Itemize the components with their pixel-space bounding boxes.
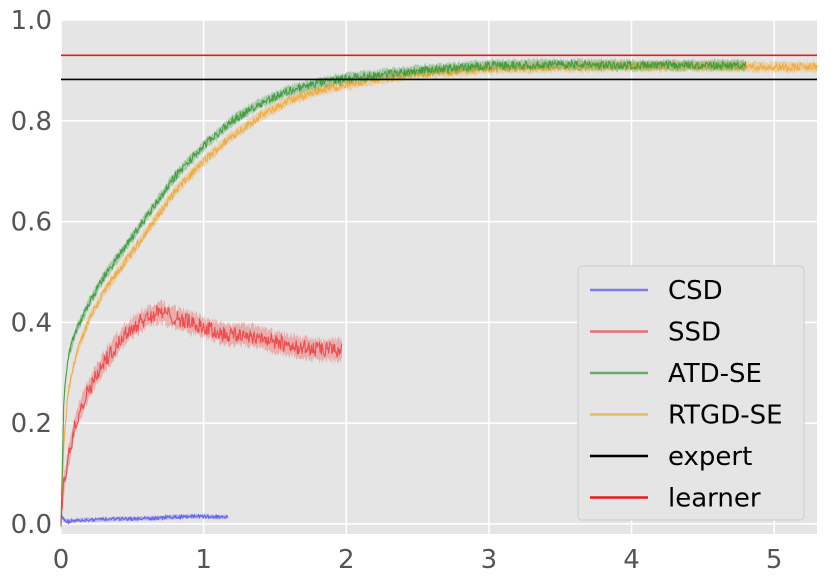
legend-label: ATD-SE	[668, 359, 762, 389]
legend-label: CSD	[668, 276, 723, 306]
x-tick-label: 0	[53, 545, 70, 575]
legend-label: expert	[668, 442, 752, 472]
series-ssd	[60, 298, 343, 531]
tick-labels: 0 1 2 3 4 5 0.0 0.2 0.4 0.6 0.8 1.0	[11, 6, 783, 575]
y-tick-label: 0.8	[11, 107, 52, 137]
x-tick-label: 3	[481, 545, 498, 575]
legend: CSD SSD ATD-SE RTGD-SE expert learner	[577, 265, 805, 521]
series-rtgd-se	[60, 59, 818, 530]
y-tick-label: 1.0	[11, 6, 52, 36]
y-tick-label: 0.4	[11, 308, 52, 338]
y-tick-label: 0.2	[11, 409, 52, 439]
x-tick-label: 4	[623, 545, 640, 575]
series-csd	[60, 511, 229, 525]
series-line	[60, 60, 818, 523]
series-atd-se	[60, 57, 747, 531]
x-tick-label: 5	[766, 545, 783, 575]
x-tick-label: 1	[195, 545, 212, 575]
series-layer	[60, 54, 818, 531]
series-line	[60, 304, 343, 524]
series-line	[60, 58, 747, 527]
y-tick-label: 0.0	[11, 510, 52, 540]
series-line	[60, 513, 229, 525]
legend-label: SSD	[668, 318, 721, 348]
legend-label: learner	[668, 484, 761, 514]
x-tick-label: 2	[338, 545, 355, 575]
y-tick-label: 0.6	[11, 208, 52, 238]
legend-label: RTGD-SE	[668, 401, 783, 431]
